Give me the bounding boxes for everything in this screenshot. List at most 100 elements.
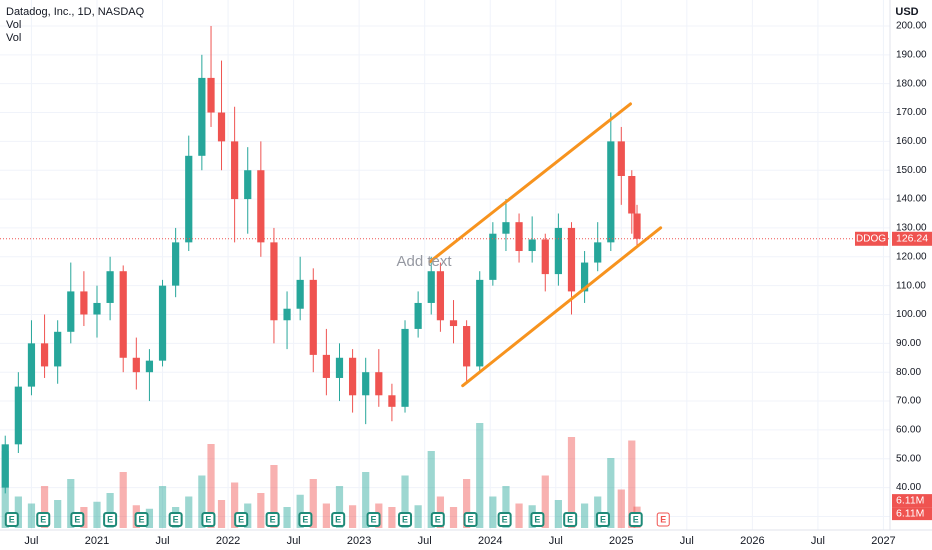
candle-body bbox=[375, 372, 383, 396]
earnings-label: E bbox=[371, 514, 377, 524]
earnings-marker[interactable]: E bbox=[656, 512, 670, 527]
earnings-marker[interactable]: E bbox=[298, 512, 313, 527]
earnings-label: E bbox=[335, 514, 341, 524]
candle-body bbox=[257, 170, 265, 243]
y-tick-label: 110.00 bbox=[896, 280, 926, 291]
earnings-marker[interactable]: E bbox=[134, 512, 149, 527]
earnings-badge bbox=[298, 512, 313, 527]
candle-body bbox=[348, 357, 357, 396]
earnings-badge bbox=[628, 512, 643, 527]
earnings-marker[interactable]: E bbox=[497, 512, 512, 527]
x-tick-label: 2022 bbox=[216, 535, 240, 547]
earnings-badge bbox=[70, 512, 85, 527]
candle-body bbox=[362, 372, 370, 396]
currency[interactable]: USD bbox=[895, 6, 918, 18]
volume-bar bbox=[489, 496, 497, 528]
y-tick-label: 140.00 bbox=[896, 194, 927, 205]
volume-bar bbox=[14, 496, 22, 528]
volume-bar bbox=[388, 507, 396, 528]
volume-bar bbox=[463, 479, 471, 528]
earnings-badge bbox=[366, 512, 381, 527]
earnings-badge bbox=[103, 512, 118, 527]
earnings-marker[interactable]: E bbox=[398, 512, 413, 527]
candle-body bbox=[270, 242, 278, 321]
earnings-badge bbox=[234, 512, 249, 527]
earnings-marker[interactable]: E bbox=[103, 512, 118, 527]
candle-body bbox=[1, 444, 9, 488]
indicator-label: Vol bbox=[6, 19, 21, 31]
earnings-marker[interactable]: E bbox=[265, 512, 280, 527]
candle-body bbox=[401, 328, 409, 407]
y-tick-label: 160.00 bbox=[896, 136, 927, 147]
volume-bar bbox=[106, 493, 114, 528]
volume-badge bbox=[892, 494, 932, 508]
volume-bar bbox=[231, 482, 239, 528]
earnings-marker[interactable]: E bbox=[366, 512, 381, 527]
x-tick-label: Jul bbox=[24, 535, 38, 547]
earnings-marker[interactable]: E bbox=[234, 512, 249, 527]
candle-body bbox=[554, 227, 562, 275]
earnings-label: E bbox=[173, 514, 179, 524]
x-tick-label: Jul bbox=[156, 535, 170, 547]
x-tick-label: 2026 bbox=[740, 535, 764, 547]
earnings-marker[interactable]: E bbox=[463, 512, 478, 527]
volume-bar bbox=[580, 503, 589, 528]
earnings-marker[interactable]: E bbox=[628, 512, 643, 527]
candle-body bbox=[489, 233, 497, 280]
candle-body bbox=[502, 222, 510, 234]
earnings-label: E bbox=[270, 514, 276, 524]
candle-body bbox=[528, 239, 536, 252]
volume-bar bbox=[322, 503, 330, 528]
candle-body bbox=[427, 271, 435, 303]
volume-bar bbox=[296, 494, 304, 528]
candle-body bbox=[119, 271, 127, 358]
candle-body bbox=[541, 239, 549, 275]
chart-title: Datadog, Inc., 1D, NASDAQ bbox=[6, 6, 145, 18]
earnings-badge bbox=[134, 512, 149, 527]
earnings-label: E bbox=[567, 514, 573, 524]
y-tick-label: 190.00 bbox=[896, 49, 927, 60]
earnings-marker[interactable]: E bbox=[331, 512, 346, 527]
volume-bar bbox=[27, 503, 36, 528]
volume-bar bbox=[414, 505, 422, 528]
trend-line[interactable] bbox=[461, 226, 663, 388]
candle-body bbox=[617, 141, 625, 176]
earnings-marker[interactable]: E bbox=[36, 512, 51, 527]
y-tick-label: 170.00 bbox=[896, 107, 927, 118]
earnings-marker[interactable]: E bbox=[70, 512, 85, 527]
volume-value: 6.11M bbox=[896, 507, 924, 519]
earnings-badge bbox=[4, 512, 19, 527]
indicator-label: Vol bbox=[6, 32, 21, 44]
volume-bar bbox=[335, 486, 344, 528]
earnings-marker[interactable]: E bbox=[530, 512, 545, 527]
candle-body bbox=[231, 141, 239, 200]
trend-line[interactable] bbox=[428, 102, 632, 264]
x-tick-label: Jul bbox=[287, 535, 301, 547]
earnings-badge bbox=[265, 512, 280, 527]
earnings-marker[interactable]: E bbox=[563, 512, 578, 527]
candle-body bbox=[217, 112, 226, 142]
earnings-marker[interactable]: E bbox=[201, 512, 216, 527]
x-tick-label: Jul bbox=[418, 535, 432, 547]
annotation[interactable]: Add text bbox=[396, 253, 452, 270]
candle-body bbox=[580, 262, 589, 292]
y-tick-label: 120.00 bbox=[896, 251, 927, 262]
earnings-badge bbox=[530, 512, 545, 527]
earnings-label: E bbox=[205, 514, 211, 524]
x-tick-label: 2027 bbox=[871, 535, 895, 547]
earnings-label: E bbox=[402, 514, 408, 524]
earnings-badge bbox=[497, 512, 512, 527]
volume-bar bbox=[427, 451, 435, 528]
volume-bar bbox=[554, 500, 562, 528]
earnings-marker[interactable]: E bbox=[168, 512, 183, 527]
earnings-marker[interactable]: E bbox=[4, 512, 19, 527]
earnings-label: E bbox=[468, 514, 474, 524]
candle-body bbox=[388, 395, 396, 407]
candle-body bbox=[172, 242, 180, 286]
earnings-marker[interactable]: E bbox=[595, 512, 610, 527]
candle-body bbox=[14, 386, 22, 445]
earnings-label: E bbox=[600, 514, 606, 524]
earnings-marker[interactable]: E bbox=[430, 512, 445, 527]
candle-body bbox=[594, 242, 602, 263]
earnings-label: E bbox=[139, 514, 145, 524]
